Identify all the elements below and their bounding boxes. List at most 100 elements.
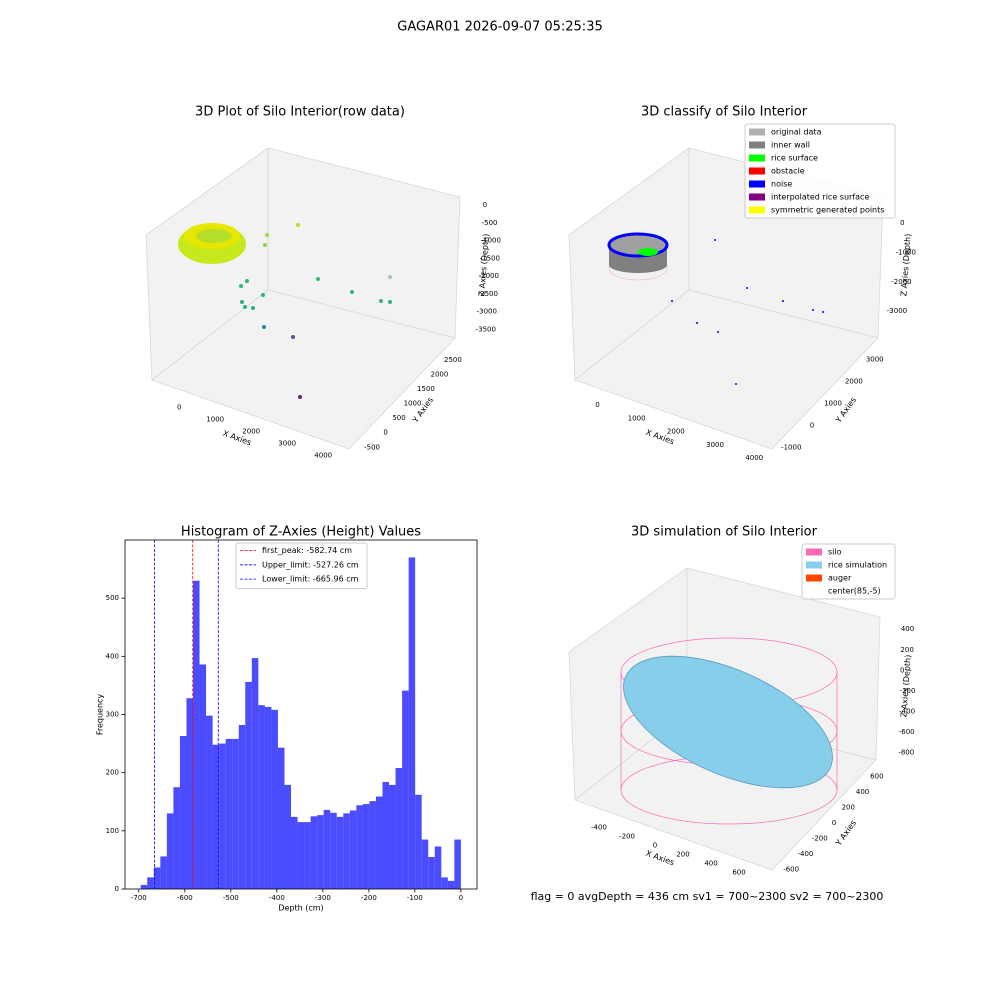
legend-swatch xyxy=(749,193,765,201)
bar xyxy=(147,877,154,889)
z-axis-label: Z Axies (Depth) xyxy=(899,654,912,717)
point xyxy=(812,309,814,311)
bar xyxy=(356,805,363,889)
legend-label: noise xyxy=(771,180,792,189)
bar xyxy=(277,747,285,889)
bar xyxy=(179,736,187,889)
point xyxy=(671,300,673,302)
bar xyxy=(297,822,305,889)
y-tick-label: 0 xyxy=(810,421,814,429)
x-tick-label: 1000 xyxy=(206,415,224,423)
x-tick-label: 3000 xyxy=(706,441,724,449)
point xyxy=(298,395,302,399)
bar xyxy=(140,884,148,889)
y-tick-label: 2500 xyxy=(444,356,462,364)
legend-swatch xyxy=(806,574,822,582)
z-tick-label: -3500 xyxy=(476,325,496,333)
point xyxy=(746,287,748,289)
x-tick-label: -600 xyxy=(177,894,193,902)
bar xyxy=(212,744,220,889)
bar xyxy=(389,784,396,889)
point xyxy=(263,243,267,247)
bar xyxy=(408,557,416,889)
legend-swatch xyxy=(749,206,765,214)
point xyxy=(240,300,244,304)
point xyxy=(350,290,354,294)
raw-point-cloud xyxy=(178,223,392,399)
bar xyxy=(330,812,337,889)
bar xyxy=(245,681,252,889)
legend-label: interpolated rice surface xyxy=(771,193,869,202)
z-tick-label: -2500 xyxy=(478,290,498,298)
bar xyxy=(291,816,298,889)
bar xyxy=(323,809,331,889)
bar xyxy=(336,816,344,889)
legend-label: center(85,-5) xyxy=(828,587,881,596)
x-tick-label: -200 xyxy=(619,833,635,841)
y-tick-label: -600 xyxy=(783,865,799,873)
wall xyxy=(609,257,667,273)
z-tick-label: -2000 xyxy=(891,278,911,286)
chart-title: Histogram of Z-Axies (Height) Values xyxy=(181,525,421,540)
point xyxy=(735,383,737,385)
legend-swatch xyxy=(749,154,765,162)
x-tick-label: 3000 xyxy=(278,439,296,447)
y-tick-label: 400 xyxy=(106,652,119,660)
point xyxy=(379,299,383,303)
legend-box xyxy=(744,123,896,219)
bar xyxy=(434,846,442,889)
point xyxy=(782,300,784,302)
legend-swatch xyxy=(749,128,765,136)
legend-label: Upper_limit: -527.26 cm xyxy=(262,560,359,569)
z-tick-label: -3000 xyxy=(887,307,907,315)
bar xyxy=(428,857,435,889)
bar xyxy=(317,815,324,889)
bar xyxy=(199,664,207,889)
bar xyxy=(447,880,455,889)
bar xyxy=(258,705,265,889)
z-tick-label: 0 xyxy=(900,666,904,674)
point xyxy=(316,277,320,281)
bar xyxy=(415,794,422,889)
legend-label: Lower_limit: -665.96 cm xyxy=(262,575,359,584)
y-tick-label: 0 xyxy=(115,885,119,893)
legend-swatch xyxy=(749,141,765,149)
bar xyxy=(193,580,200,889)
legend-label: auger xyxy=(828,574,852,583)
z-axis-label: Z Axies (Depth) xyxy=(477,233,490,296)
point xyxy=(291,335,295,339)
z-tick-label: 200 xyxy=(900,646,913,654)
y-tick-label: 3000 xyxy=(866,356,884,364)
y-tick-label: 1000 xyxy=(404,400,422,408)
footer-text: flag = 0 avgDepth = 436 cm sv1 = 700~230… xyxy=(531,890,884,903)
x-tick-label: 2000 xyxy=(242,427,260,435)
z-tick-label: 0 xyxy=(483,201,487,209)
bar xyxy=(264,706,272,889)
z-tick-label: -800 xyxy=(898,749,914,757)
x-tick-label: -400 xyxy=(269,894,285,902)
z-tick-label: -1000 xyxy=(481,237,501,245)
bar xyxy=(362,804,370,889)
point xyxy=(239,284,243,288)
y-tick-label: 2000 xyxy=(431,370,449,378)
bar xyxy=(369,801,376,889)
y-tick-label: 1000 xyxy=(824,400,842,408)
y-tick-label: 0 xyxy=(383,429,387,437)
z-tick-label: -500 xyxy=(482,219,498,227)
y-tick-label: 100 xyxy=(106,827,119,835)
x-tick-label: 2000 xyxy=(667,428,685,436)
bar xyxy=(160,856,167,889)
z-tick-label: -400 xyxy=(899,707,915,715)
chart-title: 3D classify of Silo Interior xyxy=(641,105,808,120)
y-tick-label: 2000 xyxy=(845,378,863,386)
bar xyxy=(421,839,429,889)
y-tick-label: -200 xyxy=(812,834,828,842)
z-tick-label: -600 xyxy=(899,728,915,736)
chart-title: 3D simulation of Silo Interior xyxy=(631,525,818,540)
legend-swatch xyxy=(749,167,765,175)
bar xyxy=(186,698,194,889)
x-tick-label: 0 xyxy=(459,894,463,902)
y-tick-label: 500 xyxy=(106,594,119,602)
x-tick-label: -400 xyxy=(591,824,607,832)
rim xyxy=(607,232,669,258)
